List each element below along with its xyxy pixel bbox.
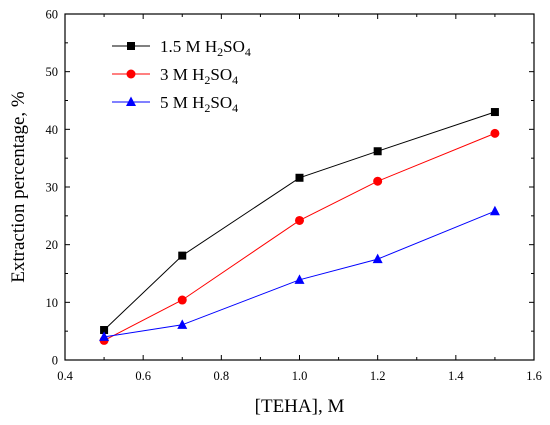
legend-marker bbox=[127, 42, 135, 50]
y-tick-label: 50 bbox=[46, 65, 59, 79]
legend-text-part: SO bbox=[223, 37, 245, 56]
legend-text-part: 3 M H bbox=[160, 65, 204, 84]
data-point-series-2 bbox=[373, 176, 383, 186]
series-lines bbox=[103, 111, 496, 341]
data-point-series-3 bbox=[372, 253, 383, 264]
y-tick-label: 0 bbox=[52, 354, 58, 368]
x-tick-label: 1.4 bbox=[448, 369, 464, 383]
series-line-2 bbox=[103, 132, 496, 341]
legend-text-part: 5 M H bbox=[160, 93, 204, 112]
y-tick-label: 30 bbox=[46, 181, 59, 195]
y-tick-label: 40 bbox=[46, 123, 59, 137]
data-point-series-2 bbox=[295, 215, 304, 225]
y-tick-label: 10 bbox=[46, 296, 59, 310]
data-point-series-3 bbox=[177, 319, 188, 329]
x-tick-label: 0.6 bbox=[135, 369, 151, 383]
legend-label: 1.5 M H2SO4 bbox=[160, 37, 251, 59]
legend-text-part: SO bbox=[210, 65, 232, 84]
legend-subscript: 4 bbox=[245, 45, 251, 59]
y-tick-label: 20 bbox=[46, 238, 59, 252]
legend-marker bbox=[126, 69, 136, 79]
x-tick-label: 1.6 bbox=[526, 369, 542, 383]
axis-ticks: 0.4 0.6 0.8 1.0 1.2 1.4 1.6 0 10 20 30 40 50 60 bbox=[46, 8, 542, 384]
legend-subscript: 2 bbox=[217, 45, 223, 59]
legend-marker bbox=[126, 96, 136, 106]
legend-text-part: SO bbox=[210, 93, 232, 112]
data-point-series-1 bbox=[373, 147, 382, 156]
data-point-series-1 bbox=[178, 251, 187, 260]
legend-text-part: 1.5 M H bbox=[160, 37, 217, 56]
x-tick-label: 1.2 bbox=[370, 369, 386, 383]
y-axis-title: Extraction percentage, % bbox=[8, 91, 29, 283]
legend-subscript: 2 bbox=[204, 73, 210, 87]
plot-frame bbox=[64, 13, 535, 361]
data-point-series-2 bbox=[177, 295, 187, 305]
x-tick-label: 1.0 bbox=[292, 369, 308, 383]
x-axis-title: [TEHA], M bbox=[255, 396, 345, 417]
data-point-series-2 bbox=[490, 128, 500, 138]
data-point-series-3 bbox=[489, 205, 500, 216]
data-point-series-1 bbox=[295, 173, 304, 182]
x-tick-label: 0.8 bbox=[214, 369, 230, 383]
series-markers bbox=[99, 108, 500, 345]
data-point-series-1 bbox=[100, 326, 109, 335]
data-point-series-3 bbox=[294, 274, 305, 284]
data-point-series-3 bbox=[99, 331, 110, 341]
data-point-series-1 bbox=[490, 108, 499, 117]
legend-subscript: 4 bbox=[232, 101, 238, 115]
x-tick-label: 0.4 bbox=[57, 369, 73, 383]
legend-label: 5 M H2SO4 bbox=[160, 93, 238, 115]
legend-subscript: 2 bbox=[204, 101, 210, 115]
y-tick-label: 60 bbox=[46, 8, 59, 22]
legend-subscript: 4 bbox=[232, 73, 238, 87]
legend-label: 3 M H2SO4 bbox=[160, 65, 238, 87]
